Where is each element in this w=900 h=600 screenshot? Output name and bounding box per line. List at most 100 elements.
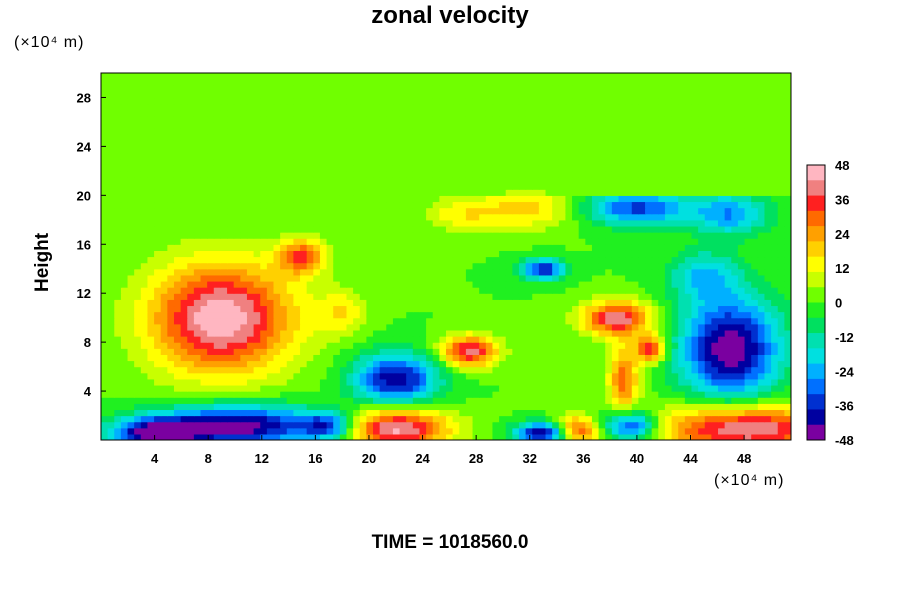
heatmap-cell bbox=[339, 158, 348, 166]
heatmap-cell bbox=[777, 250, 785, 258]
heatmap-cell bbox=[426, 391, 434, 398]
heatmap-cell bbox=[140, 403, 149, 411]
heatmap-cell bbox=[227, 207, 235, 215]
heatmap-cell bbox=[227, 195, 235, 203]
heatmap-cell bbox=[273, 403, 281, 411]
heatmap-cell bbox=[631, 183, 639, 190]
heatmap-cell bbox=[306, 366, 314, 374]
heatmap-cell bbox=[651, 201, 659, 209]
heatmap-cell bbox=[751, 342, 759, 349]
heatmap-cell bbox=[598, 213, 606, 221]
heatmap-cell bbox=[591, 244, 600, 251]
heatmap-cell bbox=[319, 427, 328, 435]
heatmap-cell bbox=[525, 256, 533, 264]
heatmap-cell bbox=[101, 317, 109, 325]
heatmap-cell bbox=[704, 305, 712, 313]
heatmap-cell bbox=[538, 256, 547, 264]
heatmap-cell bbox=[426, 207, 434, 215]
heatmap-cell bbox=[651, 244, 659, 251]
heatmap-cell bbox=[220, 403, 228, 411]
heatmap-cell bbox=[353, 244, 361, 251]
heatmap-cell bbox=[784, 391, 791, 398]
heatmap-cell bbox=[591, 274, 600, 282]
heatmap-cell bbox=[386, 244, 394, 251]
heatmap-cell bbox=[167, 262, 175, 270]
heatmap-cell bbox=[373, 189, 381, 196]
heatmap-cell bbox=[611, 342, 620, 349]
heatmap-cell bbox=[638, 329, 646, 337]
heatmap-cell bbox=[684, 433, 693, 440]
heatmap-cell bbox=[499, 336, 507, 343]
heatmap-cell bbox=[751, 225, 759, 233]
heatmap-cell bbox=[134, 219, 142, 227]
heatmap-cell bbox=[253, 219, 261, 227]
heatmap-cell bbox=[658, 360, 666, 368]
heatmap-cell bbox=[412, 268, 421, 276]
heatmap-cell bbox=[671, 403, 679, 411]
heatmap-cell bbox=[731, 397, 739, 404]
heatmap-cell bbox=[286, 433, 294, 440]
heatmap-cell bbox=[744, 238, 752, 245]
heatmap-cell bbox=[711, 384, 719, 392]
heatmap-cell bbox=[684, 256, 693, 264]
heatmap-cell bbox=[565, 421, 573, 429]
heatmap-cell bbox=[744, 433, 752, 440]
heatmap-cell bbox=[266, 415, 275, 423]
heatmap-cell bbox=[173, 354, 182, 362]
heatmap-cell bbox=[578, 244, 586, 251]
heatmap-cell bbox=[565, 354, 573, 362]
heatmap-cell bbox=[326, 268, 334, 276]
heatmap-cell bbox=[446, 225, 454, 233]
heatmap-cell bbox=[180, 372, 188, 380]
heatmap-cell bbox=[631, 244, 639, 251]
heatmap-cell bbox=[711, 336, 719, 343]
heatmap-cell bbox=[737, 391, 746, 398]
heatmap-cell bbox=[518, 274, 527, 282]
heatmap-cell bbox=[678, 360, 686, 368]
heatmap-cell bbox=[777, 323, 785, 331]
heatmap-cell bbox=[154, 176, 162, 184]
heatmap-cell bbox=[412, 311, 421, 319]
heatmap-cell bbox=[187, 354, 195, 362]
heatmap-cell bbox=[499, 189, 507, 196]
heatmap-cell bbox=[273, 170, 281, 178]
heatmap-cell bbox=[399, 305, 407, 313]
heatmap-cell bbox=[565, 427, 573, 435]
heatmap-cell bbox=[678, 336, 686, 343]
heatmap-cell bbox=[611, 250, 620, 258]
heatmap-cell bbox=[319, 225, 328, 233]
heatmap-cell bbox=[200, 146, 208, 154]
heatmap-cell bbox=[319, 146, 328, 154]
heatmap-cell bbox=[605, 256, 613, 264]
heatmap-cell bbox=[346, 403, 354, 411]
heatmap-cell bbox=[432, 342, 440, 349]
heatmap-cell bbox=[127, 299, 135, 307]
heatmap-cell bbox=[764, 158, 772, 166]
heatmap-cell bbox=[731, 219, 739, 227]
heatmap-cell bbox=[227, 372, 235, 380]
heatmap-cell bbox=[426, 293, 434, 300]
heatmap-cell bbox=[472, 391, 480, 398]
heatmap-cell bbox=[724, 268, 732, 276]
heatmap-cell bbox=[246, 146, 255, 154]
heatmap-cell bbox=[757, 287, 766, 294]
heatmap-cell bbox=[412, 207, 421, 215]
heatmap-cell bbox=[572, 403, 580, 411]
heatmap-cell bbox=[173, 336, 182, 343]
heatmap-cell bbox=[492, 244, 500, 251]
heatmap-cell bbox=[147, 415, 155, 423]
heatmap-cell bbox=[585, 311, 593, 319]
heatmap-cell bbox=[505, 293, 513, 300]
heatmap-cell bbox=[532, 170, 540, 178]
heatmap-cell bbox=[565, 232, 573, 239]
heatmap-cell bbox=[472, 317, 480, 325]
heatmap-cell bbox=[704, 415, 712, 423]
heatmap-cell bbox=[412, 280, 421, 288]
heatmap-cell bbox=[293, 360, 301, 368]
heatmap-cell bbox=[751, 323, 759, 331]
heatmap-cell bbox=[631, 274, 639, 282]
heatmap-cell bbox=[313, 354, 321, 362]
heatmap-cell bbox=[426, 384, 434, 392]
heatmap-cell bbox=[664, 250, 673, 258]
heatmap-cell bbox=[598, 238, 606, 245]
